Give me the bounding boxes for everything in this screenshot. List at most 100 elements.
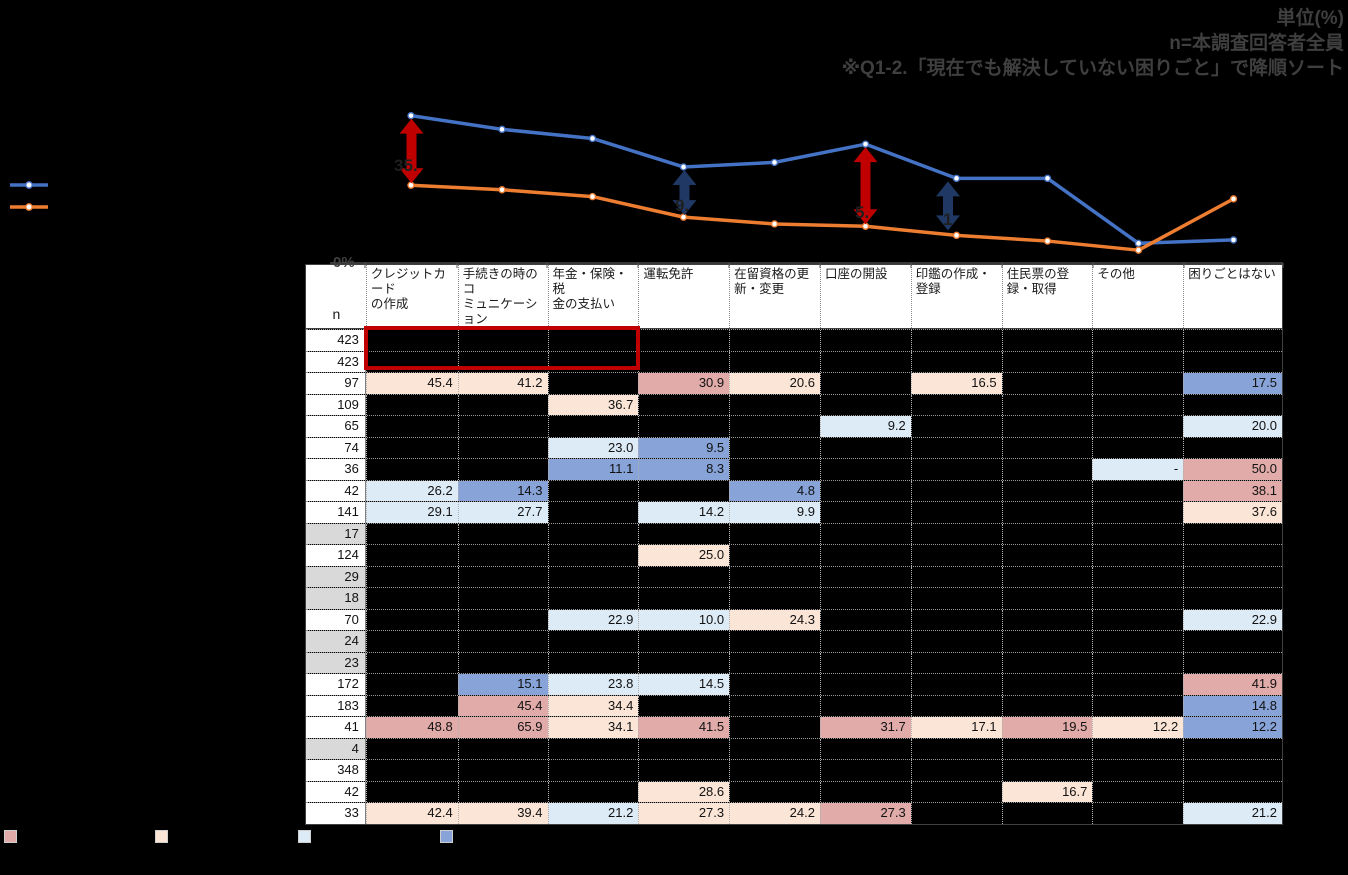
n-value: 348 [306,760,366,781]
table-row: 23 [306,651,1282,673]
value-cell [729,674,820,695]
value-cell [365,738,458,759]
value-cell: 45.4 [365,373,458,394]
value-cell: 41.2 [457,373,548,394]
gap-arrow-label: 35. [394,156,418,175]
unit-note: 単位(%) [1276,8,1344,29]
gap-arrow-label: 9. [675,196,690,215]
value-cell [910,760,1002,781]
value-cell [910,330,1002,351]
value-cell [365,545,458,566]
value-cell: 48.8 [365,717,458,738]
value-cell [729,566,820,587]
value-cell: 34.4 [547,695,639,716]
n-value: 18 [306,588,366,609]
value-cell [1092,523,1183,544]
value-cell [910,459,1002,480]
value-cell [1001,373,1093,394]
n-value: 109 [306,394,366,415]
value-cell: 26.2 [365,480,458,501]
value-cell [365,695,458,716]
value-cell: 4.8 [729,480,820,501]
legend-swatch-1 [4,830,17,843]
value-cell [729,738,820,759]
value-cell [729,545,820,566]
value-cell [1001,631,1093,652]
n-value: 423 [306,351,366,372]
value-cell [1001,695,1093,716]
value-cell [1001,416,1093,437]
value-cell [638,566,729,587]
value-cell: 22.9 [1183,609,1282,630]
value-cell: 17.5 [1183,373,1282,394]
data-point [952,231,961,240]
value-cell [547,330,639,351]
data-point [1043,174,1052,183]
data-point [770,158,779,167]
value-cell [1092,351,1183,372]
value-cell [819,545,911,566]
column-header-3: 年金・保険・税 金の支払い [547,265,639,328]
value-cell [1183,738,1282,759]
value-cell: 27.3 [638,803,730,824]
value-cell: 14.2 [638,502,730,523]
value-cell [1183,351,1282,372]
data-point [498,186,506,194]
value-cell [547,545,639,566]
value-cell [1001,480,1093,501]
value-cell [547,738,639,759]
value-cell: 20.0 [1183,416,1282,437]
value-cell: 15.1 [457,674,548,695]
series-line-2 [410,183,1235,252]
value-cell [457,437,548,458]
value-cell [1001,652,1093,673]
legend-swatch-3 [298,830,311,843]
n-value: 4 [306,738,366,759]
value-cell [457,588,548,609]
value-cell [1001,437,1093,458]
data-point [952,174,961,183]
value-cell [1183,652,1282,673]
table-row: 423 [306,329,1282,351]
value-cell [638,588,729,609]
value-cell [1092,652,1183,673]
value-cell [1001,566,1093,587]
value-cell [1001,394,1093,415]
value-cell [910,652,1002,673]
value-cell [457,609,548,630]
value-cell [638,738,729,759]
column-header-9: その他 [1092,265,1183,328]
n-value: 124 [306,545,366,566]
value-cell [910,781,1002,802]
value-cell: 34.1 [547,717,639,738]
value-cell [638,652,729,673]
value-cell [729,760,820,781]
value-cell [547,588,639,609]
value-cell [1092,566,1183,587]
value-cell [729,459,820,480]
value-cell [547,416,639,437]
value-cell [1001,351,1093,372]
n-value: 183 [306,695,366,716]
value-cell [547,760,639,781]
value-cell: 21.2 [1183,803,1282,824]
value-cell [547,781,639,802]
value-cell [365,416,458,437]
table-header-row: n クレジットカード の作成 手続きの時のコ ミュニケーション 年金・保険・税 金の… [306,265,1282,329]
value-cell [457,394,548,415]
value-cell [819,523,911,544]
n-value: 41 [306,717,366,738]
value-cell [910,738,1002,759]
value-cell [910,674,1002,695]
column-header-5: 在留資格の更 新・変更 [729,265,820,328]
value-cell: 23.8 [547,674,639,695]
note-block: 単位(%) n=本調査回答者全員 ※Q1-2.「現在でも解決していない困りごと」… [842,6,1344,81]
value-cell [457,566,548,587]
value-cell [729,523,820,544]
value-cell [819,459,911,480]
value-cell [1092,416,1183,437]
value-cell: 12.2 [1183,717,1282,738]
legend-marker-1 [25,181,33,189]
n-value: 97 [306,373,366,394]
value-cell [729,695,820,716]
